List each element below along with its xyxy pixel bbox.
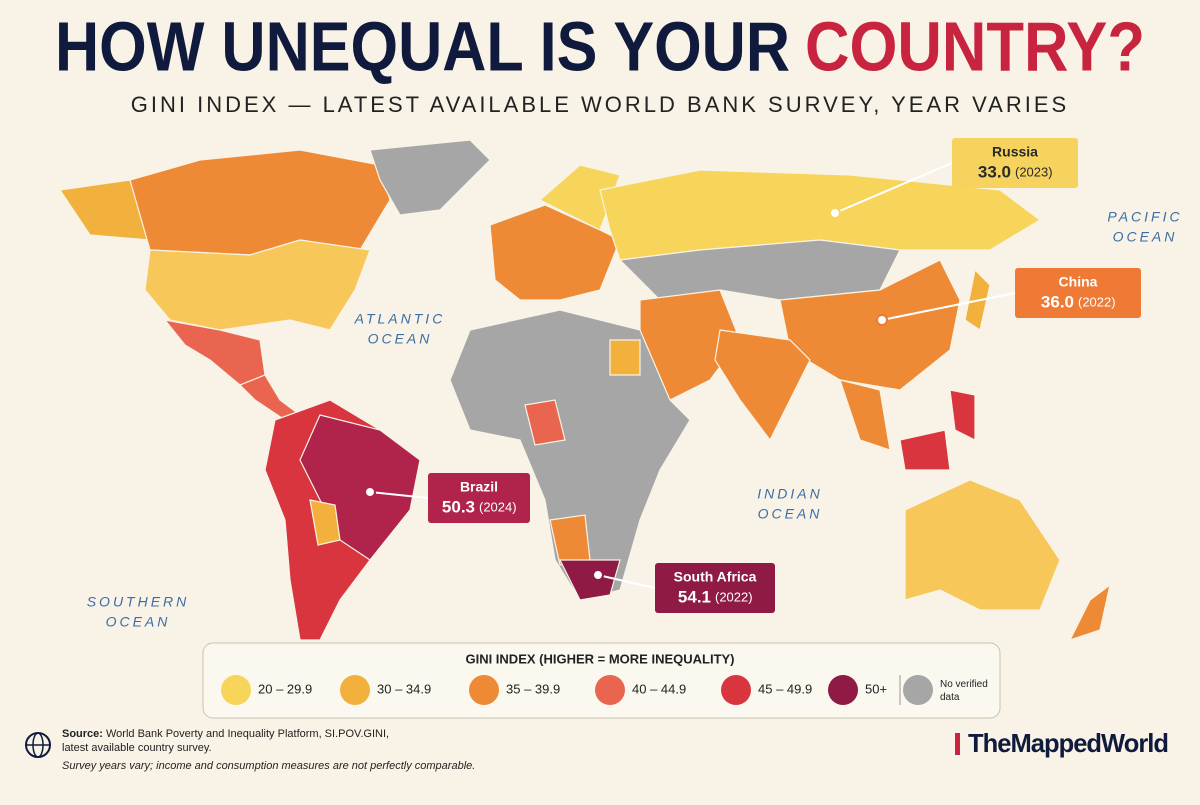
callout-year: (2023): [1015, 164, 1053, 179]
europe: [489, 204, 621, 301]
legend-label: 20 – 29.9: [258, 681, 312, 696]
oceans: ATLANTIC OCEAN PACIFIC OCEAN INDIAN OCEA…: [87, 209, 1182, 630]
leader-line: [881, 292, 1016, 321]
ocean-label: PACIFIC: [1107, 209, 1182, 225]
ocean-label: OCEAN: [368, 331, 433, 347]
ocean-label: INDIAN: [757, 486, 822, 502]
scandinavia: [538, 164, 621, 231]
brazil: [299, 414, 421, 561]
legend-label: 35 – 39.9: [506, 681, 560, 696]
brand: TheMappedWorld: [968, 728, 1168, 758]
callout-year: (2024): [479, 499, 517, 514]
callout-box: [1015, 268, 1141, 318]
australia: [904, 479, 1061, 611]
legend-swatch: [828, 675, 858, 705]
callout-country: South Africa: [674, 569, 757, 585]
legend-swatch: [469, 675, 499, 705]
callout-country: Russia: [992, 144, 1038, 160]
nigeria: [524, 399, 566, 446]
callouts: Russia 33.0 (2023) China 36.0 (2022) Brazil 50.…: [364, 138, 1141, 613]
title: HOW UNEQUAL IS YOUR: [55, 7, 790, 85]
usa: [144, 239, 371, 331]
source-text: latest available country survey.: [62, 742, 212, 754]
paraguay: [309, 499, 341, 546]
russia: [599, 169, 1042, 261]
title-highlight: COUNTRY?: [805, 7, 1145, 85]
legend-title: GINI INDEX (HIGHER = MORE INEQUALITY): [465, 651, 734, 666]
philippines: [949, 389, 976, 441]
legend-swatch: [721, 675, 751, 705]
legend-swatch: [340, 675, 370, 705]
indonesia: [899, 429, 951, 471]
legend-swatch: [903, 675, 933, 705]
ocean-label: OCEAN: [1113, 229, 1178, 245]
callout-box: [428, 473, 530, 523]
ocean-label: OCEAN: [106, 614, 171, 630]
callout-country: Brazil: [460, 479, 498, 495]
egypt: [609, 339, 641, 376]
legend-label: 30 – 34.9: [377, 681, 431, 696]
callout-country: China: [1059, 274, 1098, 290]
ocean-label: OCEAN: [758, 506, 823, 522]
subtitle: GINI INDEX — LATEST AVAILABLE WORLD BANK…: [131, 92, 1069, 117]
legend-label: No verified data: [940, 679, 988, 703]
legend-swatch: [595, 675, 625, 705]
greenland: [369, 139, 491, 216]
source-text: World Bank Poverty and Inequality Platfo…: [106, 728, 389, 740]
callout-value: 54.1: [678, 587, 711, 606]
callout-dot: [592, 569, 604, 581]
callout-dot: [829, 207, 841, 219]
callout-dot: [876, 314, 888, 326]
legend-label: 50+: [865, 681, 887, 696]
new-zealand: [1068, 583, 1111, 642]
callout-value: 50.3: [442, 497, 475, 516]
footer: Source: World Bank Poverty and Inequalit…: [25, 728, 1169, 772]
africa: [449, 309, 691, 601]
callout-value: 33.0: [978, 162, 1011, 181]
ocean-label: ATLANTIC: [354, 311, 446, 327]
legend-label: 40 – 44.9: [632, 681, 686, 696]
callout-box: [952, 138, 1078, 188]
leader-line: [597, 574, 656, 589]
legend-label-line: No verified: [940, 679, 988, 690]
southeast-asia: [839, 379, 891, 451]
source-label: Source:: [62, 728, 103, 740]
leader-line: [834, 162, 953, 214]
ocean-label: SOUTHERN: [87, 594, 190, 610]
legend: 20 – 29.9 30 – 34.9 35 – 39.9 40 – 44.9 45 –…: [221, 675, 988, 705]
callout-box: [655, 563, 775, 613]
world-map: [58, 139, 1111, 642]
legend-label-line: data: [940, 692, 960, 703]
callout-value: 36.0: [1041, 292, 1074, 311]
south-africa: [559, 559, 621, 601]
callout-year: (2022): [715, 589, 753, 604]
legend-swatch: [221, 675, 251, 705]
leader-line: [369, 491, 429, 499]
brand-bar: [955, 733, 960, 755]
callout-year: (2022): [1078, 294, 1116, 309]
callout-dot: [364, 486, 376, 498]
source-note: Survey years vary; income and consumptio…: [62, 760, 475, 772]
india: [714, 329, 811, 442]
legend-label: 45 – 49.9: [758, 681, 812, 696]
